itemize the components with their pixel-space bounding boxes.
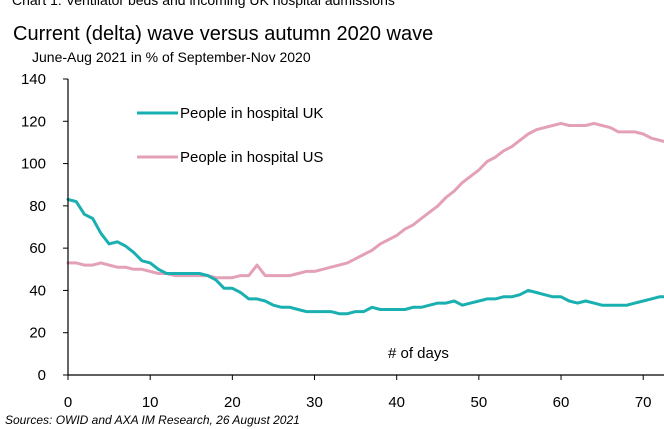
legend: People in hospital UK People in hospital…	[137, 105, 323, 166]
y-tick-label: 120	[21, 113, 46, 130]
chart-title: Current (delta) wave versus autumn 2020 …	[13, 23, 433, 45]
series-line-us	[66, 121, 664, 280]
series-group	[66, 121, 664, 316]
x-tick-label: 10	[142, 394, 159, 411]
x-ticks: 0 10 20 30 40 50 60 70	[64, 375, 652, 411]
cut-off-header: Chart 1: Ventilator beds and incoming UK…	[12, 0, 395, 8]
x-axis-label: # of days	[388, 345, 449, 362]
y-ticks: 0 20 40 60 80 100 120 140	[21, 71, 68, 384]
legend-label-us: People in hospital US	[180, 149, 323, 166]
legend-label-uk: People in hospital UK	[180, 105, 323, 122]
x-tick-label: 70	[635, 394, 652, 411]
y-tick-label: 20	[29, 325, 46, 342]
source-note: Sources: OWID and AXA IM Research, 26 Au…	[5, 413, 300, 427]
x-tick-label: 50	[471, 394, 488, 411]
x-tick-label: 60	[553, 394, 570, 411]
y-tick-label: 40	[29, 282, 46, 299]
x-tick-label: 20	[224, 394, 241, 411]
y-tick-label: 80	[29, 198, 46, 215]
y-tick-label: 0	[38, 367, 46, 384]
series-line-uk	[66, 198, 664, 316]
y-tick-label: 100	[21, 156, 46, 173]
y-tick-label: 60	[29, 240, 46, 257]
plot-area: 0 20 40 60 80 100 120 140 0 10 20 30 40 50 60 70	[21, 71, 664, 411]
x-tick-label: 0	[64, 394, 72, 411]
x-tick-label: 40	[388, 394, 405, 411]
y-tick-label: 140	[21, 71, 46, 88]
chart-subtitle: June-Aug 2021 in % of September-Nov 2020	[32, 49, 311, 65]
x-tick-label: 30	[306, 394, 323, 411]
